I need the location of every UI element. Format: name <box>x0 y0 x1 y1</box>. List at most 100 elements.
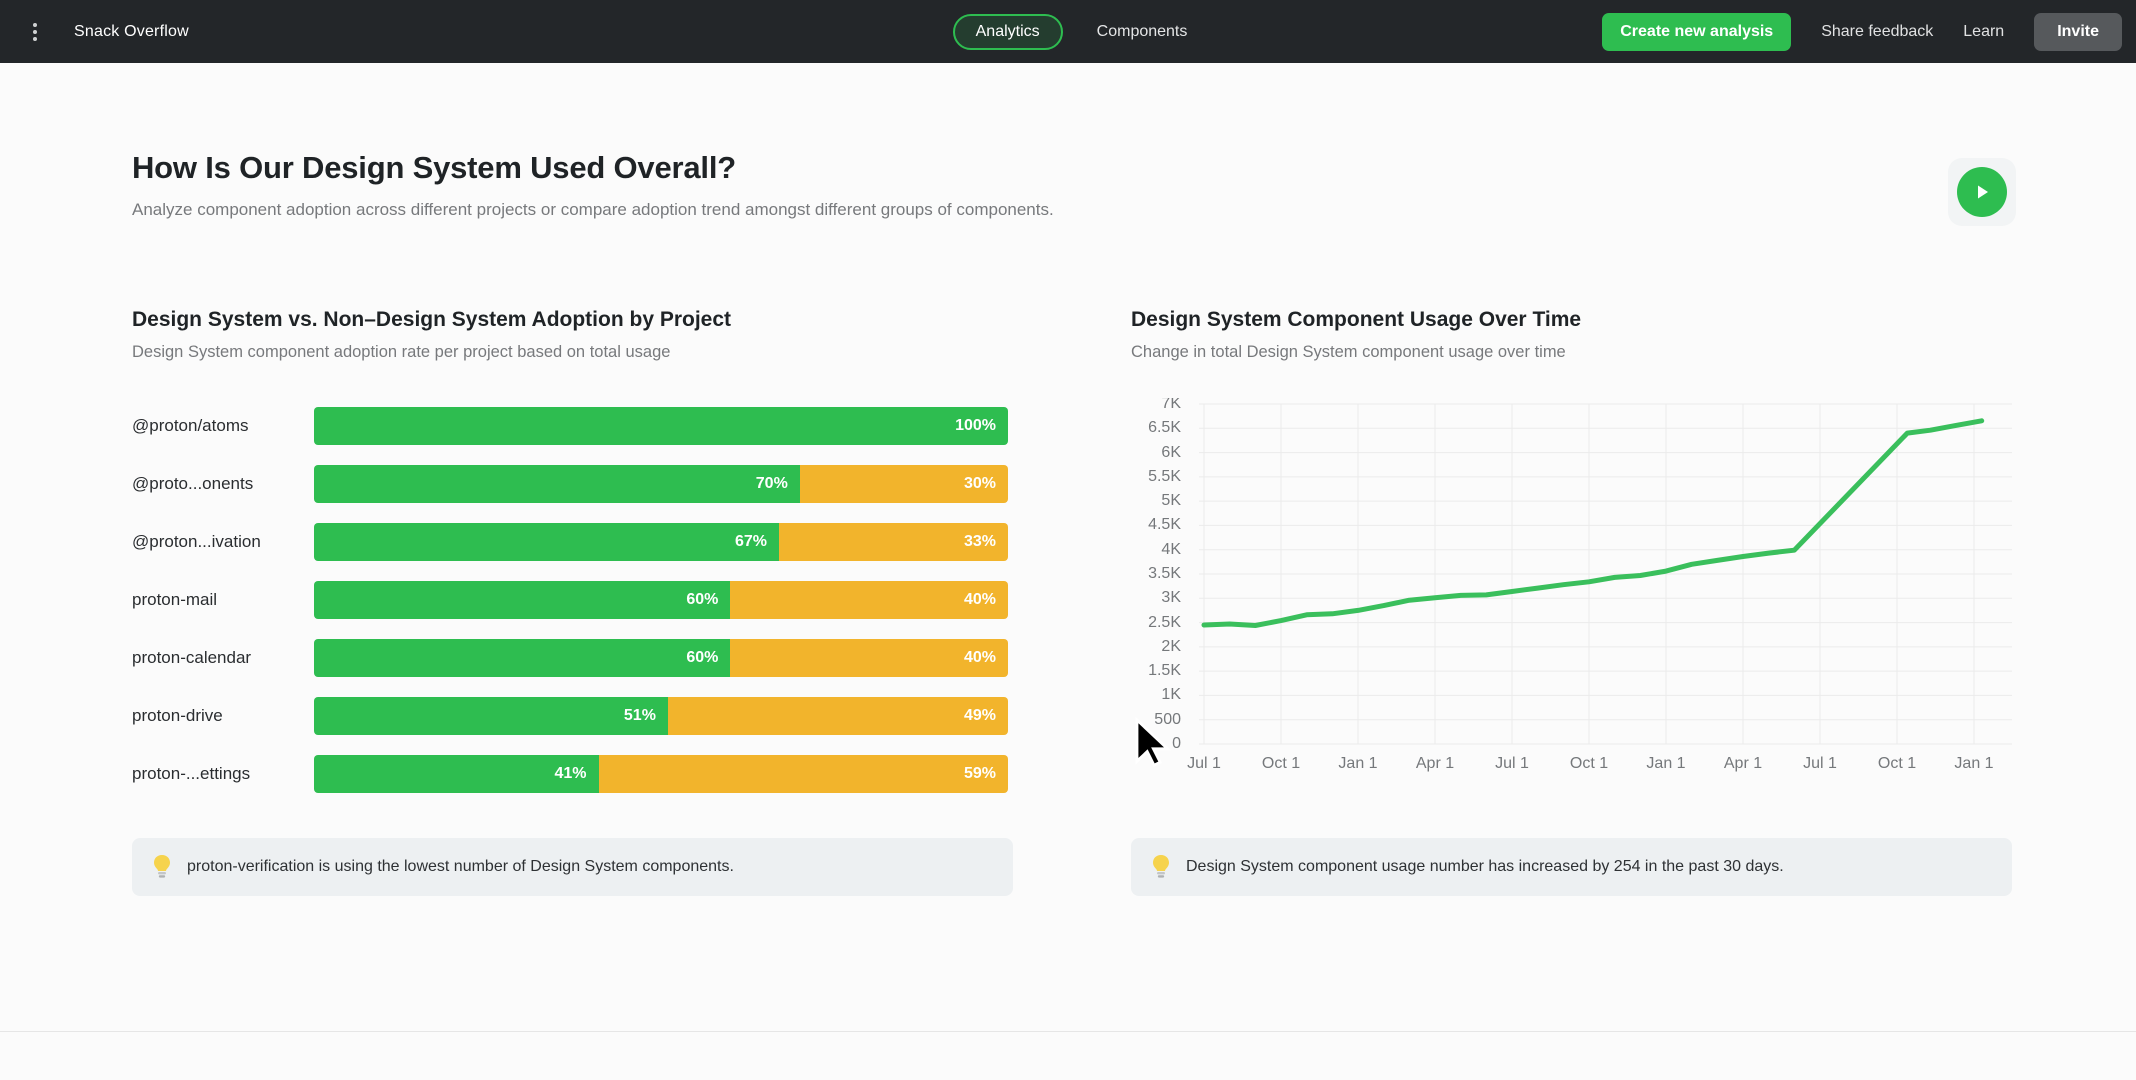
segment-value-label: 49% <box>963 707 996 724</box>
segment-value-label: 60% <box>686 649 719 666</box>
x-tick-label: Jan 1 <box>1646 755 1686 772</box>
segment-value-label: 100% <box>955 417 996 434</box>
segment-value-label: 51% <box>623 707 656 724</box>
top-navbar: Snack Overflow Analytics Components Creat… <box>0 0 2136 63</box>
design-system-segment[interactable]: 60% <box>314 639 731 677</box>
nav-tab-components[interactable]: Components <box>1096 22 1188 40</box>
segment-value-label: 70% <box>755 475 788 492</box>
design-system-segment[interactable]: 41% <box>314 755 599 793</box>
video-play-card[interactable] <box>1948 158 2016 226</box>
x-axis-labels: Jul 1 Oct 1 Jan 1 Apr 1 Jul 1 Oct 1 Jan 1 Apr 1… <box>1187 755 2012 779</box>
x-tick-label: Oct 1 <box>1261 755 1301 772</box>
segment-value-label: 40% <box>963 591 996 608</box>
bar-chart-title: Design System vs. Non–Design System Adop… <box>132 308 732 331</box>
y-tick-label: 1K <box>1161 686 1181 704</box>
section-divider <box>0 1031 2136 1032</box>
bar-row: proton-calendar 60% 40% <box>132 639 1013 677</box>
design-system-segment[interactable]: 60% <box>314 581 731 619</box>
project-label: @proto...onents <box>132 474 254 493</box>
y-tick-label: 5.5K <box>1148 467 1181 485</box>
x-tick-label: Oct 1 <box>1569 755 1609 772</box>
invite-button[interactable]: Invite <box>2034 12 2122 51</box>
non-design-system-segment[interactable]: 30% <box>799 465 1008 503</box>
y-tick-label: 2.5K <box>1148 613 1181 631</box>
project-label: proton-...ettings <box>132 764 251 783</box>
segment-value-label: 33% <box>963 533 996 550</box>
non-design-system-segment[interactable]: 40% <box>730 581 1008 619</box>
y-tick-label: 1.5K <box>1148 662 1181 680</box>
non-design-system-segment[interactable]: 40% <box>730 639 1008 677</box>
segment-value-label: 67% <box>734 533 767 550</box>
adoption-bar-track: 60% 40% <box>314 639 1008 677</box>
bar-chart-insight-text: proton-verification is using the lowest … <box>187 858 734 875</box>
design-system-segment[interactable]: 100% <box>314 407 1008 445</box>
bar-row: proton-drive 51% 49% <box>132 697 1013 735</box>
y-tick-label: 7K <box>1161 398 1181 412</box>
page-title: How Is Our Design System Used Overall? <box>132 150 736 185</box>
bar-row: proton-mail 60% 40% <box>132 581 1013 619</box>
y-axis-labels: 0 500 1K 1.5K 2K 2.5K 3K 3.5K 4K 4.5K 5K 5.5K 6K 6.5K… <box>1117 398 1191 754</box>
segment-value-label: 60% <box>686 591 719 608</box>
line-chart-insight: Design System component usage number has… <box>1131 838 2012 896</box>
non-design-system-segment[interactable]: 49% <box>667 697 1008 735</box>
x-tick-label: Jan 1 <box>1954 755 1994 772</box>
nav-tab-analytics[interactable]: Analytics <box>952 13 1063 50</box>
y-tick-label: 0 <box>1172 735 1181 752</box>
y-tick-label: 3.5K <box>1148 565 1181 582</box>
y-tick-label: 2K <box>1161 637 1181 655</box>
project-label: @proton/atoms <box>132 416 249 435</box>
usage-line-series[interactable] <box>1201 418 1985 628</box>
app-brand: Snack Overflow <box>74 22 189 40</box>
x-tick-label: Jul 1 <box>1803 755 1837 772</box>
non-design-system-segment[interactable]: 33% <box>778 523 1008 561</box>
segment-value-label: 40% <box>963 649 996 666</box>
design-system-segment[interactable]: 67% <box>314 523 779 561</box>
bar-row: proton-...ettings 41% 59% <box>132 755 1013 793</box>
design-system-segment[interactable]: 70% <box>314 465 800 503</box>
bar-row: @proton/atoms 100% <box>132 407 1013 445</box>
lightbulb-icon <box>1153 855 1169 878</box>
y-tick-label: 6.5K <box>1148 419 1181 437</box>
y-tick-label: 4K <box>1161 540 1181 558</box>
bar-chart-subtitle: Design System component adoption rate pe… <box>132 343 671 361</box>
bar-row: @proton...ivation 67% 33% <box>132 523 1013 561</box>
bar-chart-insight: proton-verification is using the lowest … <box>132 838 1013 896</box>
x-tick-label: Oct 1 <box>1877 755 1917 772</box>
project-label: proton-drive <box>132 706 223 725</box>
y-tick-label: 5K <box>1161 492 1181 510</box>
project-label: proton-mail <box>132 590 218 609</box>
segment-value-label: 41% <box>554 765 587 782</box>
project-label: proton-calendar <box>132 648 252 667</box>
line-chart-plot[interactable] <box>1199 400 2012 749</box>
x-tick-label: Jul 1 <box>1187 755 1221 772</box>
share-feedback-link[interactable]: Share feedback <box>1821 22 1934 40</box>
y-tick-label: 3K <box>1161 589 1181 607</box>
line-chart-insight-text: Design System component usage number has… <box>1186 858 1784 875</box>
line-chart-title: Design System Component Usage Over Time <box>1131 308 1582 331</box>
lightbulb-icon <box>154 855 170 878</box>
project-label: @proton...ivation <box>132 532 261 551</box>
adoption-bar-track: 70% 30% <box>314 465 1008 503</box>
bar-rows: @proton/atoms 100% @proto...onents 70% 30% @p… <box>132 407 1013 813</box>
play-icon[interactable] <box>1957 167 2007 217</box>
x-tick-label: Apr 1 <box>1415 755 1455 772</box>
adoption-bar-track: 67% 33% <box>314 523 1008 561</box>
nav-tabs: Analytics Components <box>952 13 1192 50</box>
y-tick-label: 500 <box>1154 710 1181 728</box>
page-subtitle: Analyze component adoption across differ… <box>132 200 1054 219</box>
line-chart-subtitle: Change in total Design System component … <box>1131 343 1566 361</box>
adoption-bar-track: 60% 40% <box>314 581 1008 619</box>
adoption-bar-track: 100% <box>314 407 1008 445</box>
bar-row: @proto...onents 70% 30% <box>132 465 1013 503</box>
kebab-menu-icon[interactable] <box>22 19 48 45</box>
x-tick-label: Jan 1 <box>1338 755 1378 772</box>
y-tick-label: 6K <box>1161 443 1181 461</box>
x-tick-label: Apr 1 <box>1723 755 1763 772</box>
design-system-segment[interactable]: 51% <box>314 697 668 735</box>
segment-value-label: 59% <box>963 765 996 782</box>
adoption-bar-chart: Design System vs. Non–Design System Adop… <box>132 308 1013 958</box>
non-design-system-segment[interactable]: 59% <box>598 755 1008 793</box>
create-new-analysis-button[interactable]: Create new analysis <box>1602 12 1792 51</box>
learn-link[interactable]: Learn <box>1963 22 2005 40</box>
y-tick-label: 4.5K <box>1148 516 1181 534</box>
